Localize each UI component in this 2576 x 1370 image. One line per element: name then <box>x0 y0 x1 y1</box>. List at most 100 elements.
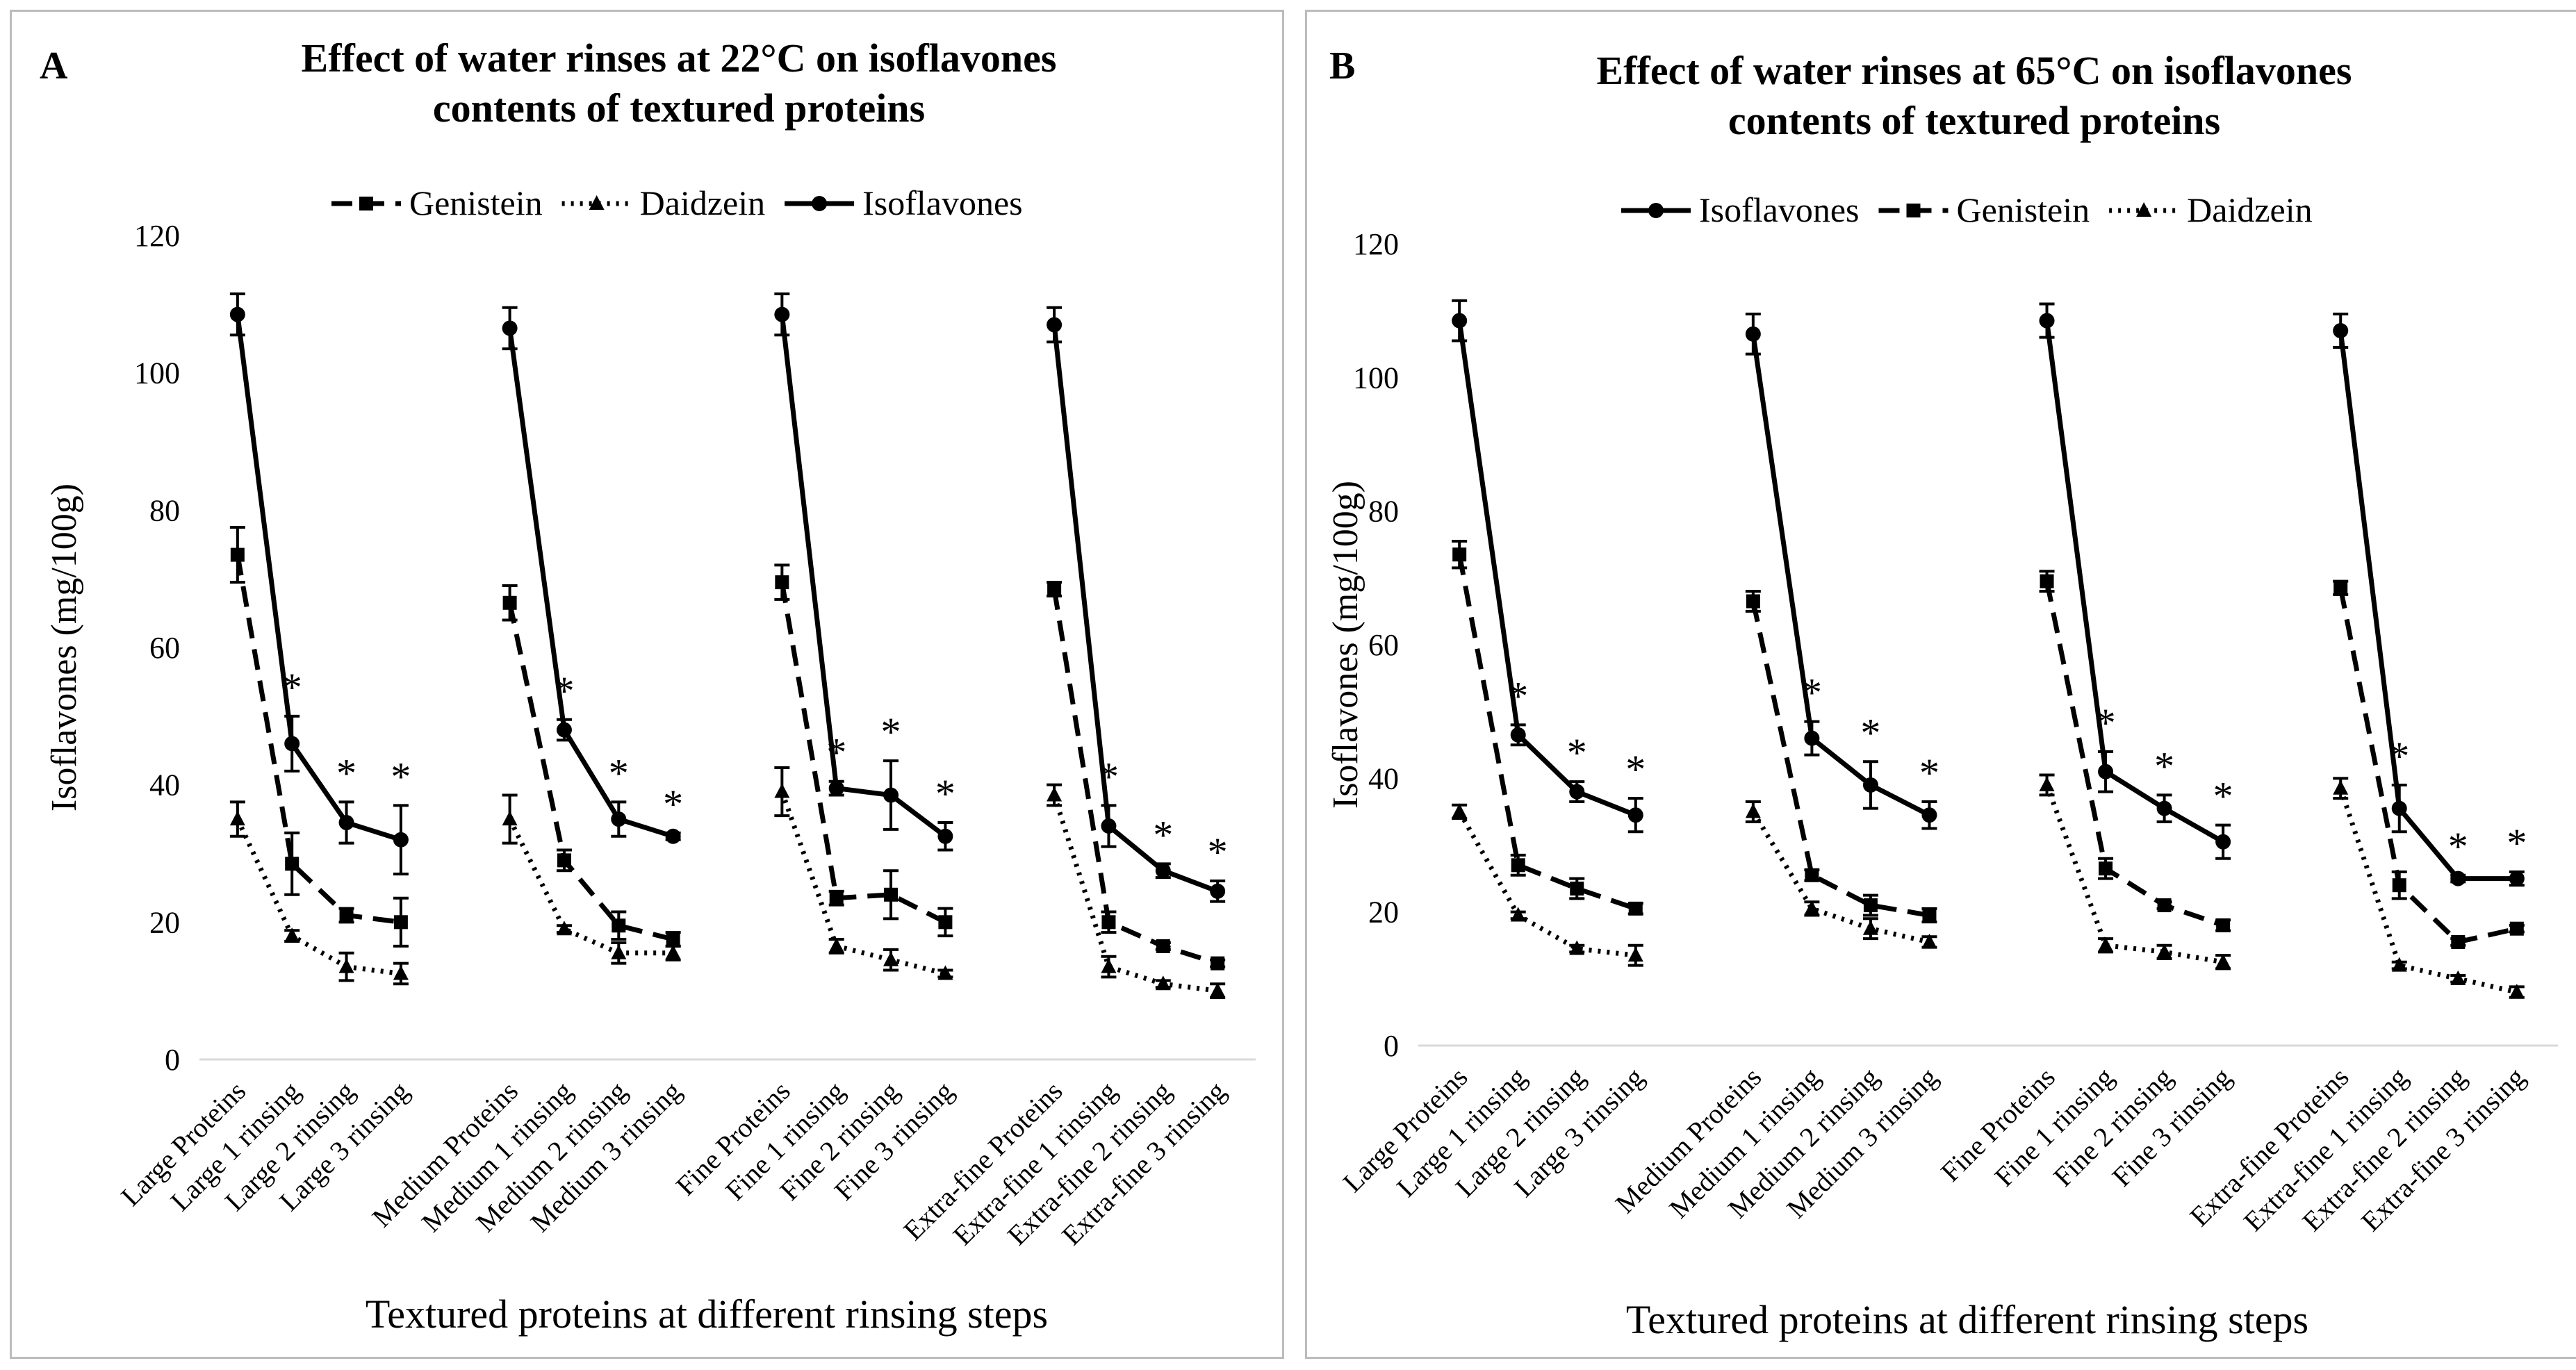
data-point-daidzein <box>611 944 627 959</box>
data-point-isoflavones <box>338 815 354 831</box>
significance-asterisk: * <box>1567 730 1587 775</box>
y-axis-label: Isoflavones (mg/100g) <box>1326 481 1365 809</box>
y-tick-label: 60 <box>1368 628 1399 662</box>
significance-asterisk: * <box>935 771 955 816</box>
data-point-genistein <box>1746 594 1760 609</box>
chart-panel-a: A Effect of water rinses at 22°C on isofl… <box>10 10 1284 1359</box>
series-line-genistein <box>507 602 674 942</box>
x-axis-label: Textured proteins at different rinsing s… <box>1626 1297 2308 1342</box>
series-line-genistein <box>1457 554 1636 911</box>
y-tick-label: 20 <box>149 905 180 939</box>
data-point-daidzein <box>1047 786 1063 802</box>
significance-asterisk: * <box>1919 750 1939 795</box>
data-point-genistein <box>612 918 626 933</box>
data-point-genistein <box>2157 898 2172 913</box>
legend-item-daidzein: Daidzein <box>2109 190 2313 229</box>
data-point-isoflavones <box>937 828 953 844</box>
series-line-genistein <box>2044 580 2224 928</box>
significance-asterisk: * <box>1625 747 1646 792</box>
legend-marker-isoflavones <box>1648 203 1664 218</box>
series-line-genistein <box>235 554 402 925</box>
legend-marker-genistein <box>359 197 373 211</box>
series-line-daidzein <box>507 818 673 956</box>
data-point-genistein <box>775 575 789 590</box>
panel-label: B <box>1329 44 1355 88</box>
data-point-genistein <box>884 887 899 902</box>
data-point-isoflavones <box>2098 764 2114 779</box>
data-point-genistein <box>938 915 953 930</box>
legend-item-daidzein: Daidzein <box>561 183 765 222</box>
data-point-isoflavones <box>1804 730 1820 746</box>
chart-svg-b: B Effect of water rinses at 65°C on isofl… <box>1326 44 2558 1342</box>
data-point-isoflavones <box>284 736 300 752</box>
series-line-genistein <box>779 581 946 925</box>
data-point-genistein <box>2509 921 2524 936</box>
data-point-daidzein <box>338 958 354 973</box>
significance-asterisk: * <box>1099 754 1119 799</box>
chart-title-line: contents of textured proteins <box>1728 98 2220 143</box>
data-point-daidzein <box>2391 957 2407 972</box>
data-point-genistein <box>339 908 354 923</box>
data-point-genistein <box>1047 581 1062 596</box>
data-point-genistein <box>1452 547 1467 562</box>
data-point-isoflavones <box>1921 807 1937 823</box>
significance-asterisk: * <box>1802 670 1822 716</box>
legend-label: Daidzein <box>640 183 765 222</box>
data-point-isoflavones <box>611 811 627 827</box>
data-point-isoflavones <box>1210 883 1226 899</box>
data-point-daidzein <box>774 783 790 798</box>
series-line-daidzein <box>2338 787 2518 995</box>
legend-marker-isoflavones <box>812 196 828 211</box>
y-tick-label: 100 <box>134 356 180 390</box>
data-point-genistein <box>1863 898 1878 913</box>
data-point-daidzein <box>2509 984 2525 999</box>
y-tick-label: 20 <box>1368 896 1399 930</box>
series-line-daidzein <box>780 791 946 976</box>
data-point-genistein <box>502 595 517 610</box>
legend-marker-daidzein <box>2136 202 2152 217</box>
data-point-isoflavones <box>1155 863 1171 879</box>
data-point-daidzein <box>1210 982 1226 998</box>
series-line-isoflavones <box>779 314 947 839</box>
data-point-genistein <box>1570 882 1584 896</box>
data-point-isoflavones <box>1627 807 1643 823</box>
data-point-daidzein <box>556 921 572 936</box>
data-point-daidzein <box>1101 958 1117 973</box>
significance-asterisk: * <box>609 750 629 795</box>
data-point-daidzein <box>2098 936 2114 952</box>
significance-asterisk: * <box>663 782 683 827</box>
data-point-genistein <box>829 891 844 905</box>
significance-asterisk: * <box>881 709 901 754</box>
legend-marker-genistein <box>1906 204 1921 217</box>
data-point-genistein <box>666 932 680 947</box>
series-line-genistein <box>1750 600 1930 918</box>
significance-asterisk: * <box>2389 734 2409 779</box>
data-point-isoflavones <box>1452 313 1468 329</box>
data-point-genistein <box>1101 915 1116 930</box>
legend-item-isoflavones: Isoflavones <box>785 183 1023 222</box>
series-line-isoflavones <box>2044 320 2224 844</box>
series-line-isoflavones <box>507 327 674 839</box>
data-point-isoflavones <box>2156 800 2172 816</box>
y-tick-label: 100 <box>1353 361 1399 395</box>
data-point-daidzein <box>2215 953 2231 968</box>
legend-label: Genistein <box>409 183 543 222</box>
legend-marker-daidzein <box>589 195 605 210</box>
significance-asterisk: * <box>2096 700 2116 745</box>
data-point-isoflavones <box>502 320 518 336</box>
data-point-isoflavones <box>2333 323 2349 339</box>
panel-label: A <box>40 44 68 88</box>
data-point-genistein <box>230 547 245 562</box>
data-point-genistein <box>2333 581 2348 595</box>
data-point-genistein <box>1511 858 1525 873</box>
x-axis-label: Textured proteins at different rinsing s… <box>366 1291 1048 1337</box>
data-point-isoflavones <box>2039 313 2055 329</box>
data-point-daidzein <box>393 965 409 980</box>
chart-title-line: contents of textured proteins <box>433 85 925 131</box>
data-point-genistein <box>2216 918 2231 932</box>
y-tick-label: 80 <box>1368 495 1399 529</box>
data-point-daidzein <box>883 951 899 966</box>
y-tick-label: 40 <box>1368 761 1399 795</box>
legend-label: Isoflavones <box>862 183 1023 222</box>
data-point-daidzein <box>2039 776 2055 791</box>
